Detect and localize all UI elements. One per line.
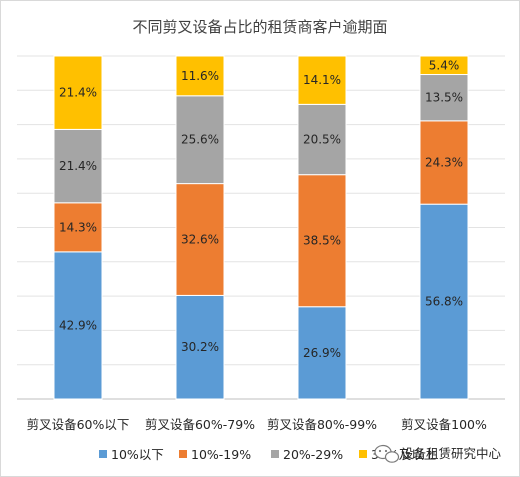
watermark: 设备租赁研究中心 bbox=[374, 444, 502, 463]
bar-segment bbox=[297, 306, 347, 400]
legend-label: 10%以下 bbox=[111, 447, 164, 462]
data-label: 30.2% bbox=[181, 340, 219, 354]
bar-segment bbox=[297, 55, 347, 105]
data-label: 56.8% bbox=[425, 295, 463, 309]
category-label: 剪叉设备100% bbox=[401, 417, 487, 432]
data-label: 26.9% bbox=[303, 346, 341, 360]
wechat-icon bbox=[374, 444, 400, 463]
data-label: 14.1% bbox=[303, 73, 341, 87]
legend-label: 20%-29% bbox=[283, 447, 343, 462]
bar-segment bbox=[175, 294, 225, 400]
chart-title: 不同剪叉设备占比的租赁商客户逾期面 bbox=[132, 18, 387, 36]
data-label: 25.6% bbox=[181, 133, 219, 147]
legend-swatch bbox=[359, 450, 367, 458]
data-label: 21.4% bbox=[59, 86, 97, 100]
bar-segment bbox=[53, 202, 103, 253]
data-label: 11.6% bbox=[181, 69, 219, 83]
data-label: 42.9% bbox=[59, 318, 97, 332]
watermark-text: 设备租赁研究中心 bbox=[401, 446, 502, 461]
bar-segment bbox=[53, 55, 103, 130]
bar-segment bbox=[419, 203, 469, 400]
data-label: 5.4% bbox=[429, 58, 460, 72]
data-label: 20.5% bbox=[303, 133, 341, 147]
legend-label: 10%-19% bbox=[191, 447, 251, 462]
data-label: 14.3% bbox=[59, 220, 97, 234]
bar-segment bbox=[297, 103, 347, 176]
bar-segment bbox=[53, 251, 103, 400]
bars bbox=[53, 55, 469, 400]
data-label: 32.6% bbox=[181, 233, 219, 247]
bar-segment bbox=[175, 55, 225, 97]
bar-segment bbox=[297, 174, 347, 308]
data-label: 38.5% bbox=[303, 234, 341, 248]
legend-swatch bbox=[271, 450, 279, 458]
category-label: 剪叉设备80%-99% bbox=[267, 417, 377, 432]
data-label: 13.5% bbox=[425, 91, 463, 105]
data-label: 24.3% bbox=[425, 156, 463, 170]
data-labels: 42.9% 14.3% 21.4% 21.4% 30.2% 32.6% 25.6% 11.6%… bbox=[59, 58, 463, 360]
bar-segment bbox=[419, 55, 469, 76]
legend-swatch bbox=[179, 450, 187, 458]
category-label: 剪叉设备60%以下 bbox=[27, 417, 130, 432]
category-label: 剪叉设备60%-79% bbox=[145, 417, 255, 432]
legend-swatch bbox=[99, 450, 107, 458]
data-label: 21.4% bbox=[59, 159, 97, 173]
bar-segment bbox=[419, 74, 469, 122]
bar-segment bbox=[53, 128, 103, 204]
x-axis: 剪叉设备60%以下 剪叉设备60%-79% 剪叉设备80%-99% 剪叉设备100% bbox=[27, 417, 487, 432]
